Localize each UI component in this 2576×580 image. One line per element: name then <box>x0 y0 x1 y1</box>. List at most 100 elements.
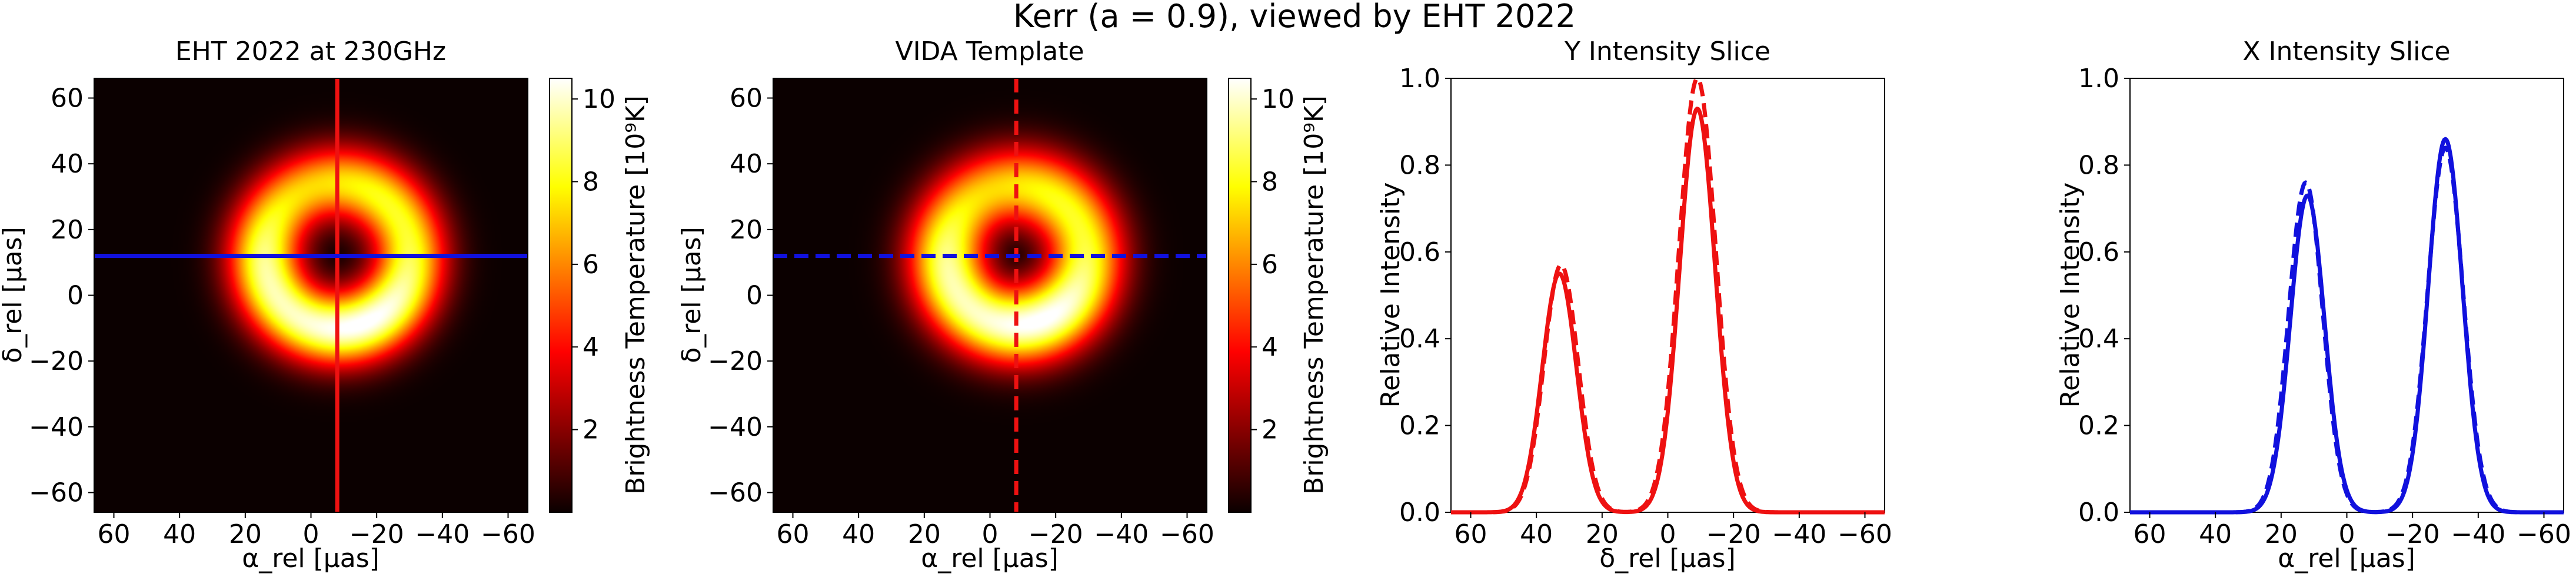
colorbar-gradient <box>549 78 573 513</box>
x-tick-label: −40 <box>1094 519 1149 549</box>
y-tick-label: 0.2 <box>2078 411 2119 441</box>
x-tick-label: −60 <box>481 519 535 549</box>
y-axis: 60 40 20 0 −20 −40 −60 <box>708 84 773 508</box>
y-tick-label: 0.0 <box>2078 498 2119 528</box>
panel-title: X Intensity Slice <box>2242 37 2450 67</box>
x-tick-label: −60 <box>2517 519 2571 549</box>
template-curve <box>1450 76 1886 515</box>
colorbar-tick-label: 8 <box>583 167 599 197</box>
heatmap-raster <box>773 78 1207 512</box>
colorbar-tick-label: 6 <box>583 250 599 280</box>
colorbar-tick-label: 10 <box>583 84 615 114</box>
y-tick-label: 60 <box>730 84 763 114</box>
x-axis: 60 40 20 0 −20 −40 −60 <box>1455 512 1892 549</box>
x-tick-label: 40 <box>1520 519 1553 549</box>
y-tick-label: 20 <box>51 215 84 245</box>
heatmap-image <box>94 78 528 512</box>
colorbar-ticks: 2 4 6 8 10 <box>1251 84 1294 445</box>
y-tick-label: −40 <box>29 412 84 442</box>
y-axis: 60 40 20 0 −20 −40 −60 <box>29 84 94 508</box>
colorbar-ticks: 2 4 6 8 10 <box>572 84 615 445</box>
figure-title: Kerr (a = 0.9), viewed by EHT 2022 <box>1013 0 1576 35</box>
y-tick-label: 1.0 <box>2078 64 2119 94</box>
y-tick-label: 0.8 <box>1399 150 1440 180</box>
y-tick-label: 0.4 <box>2078 324 2119 354</box>
colorbar: 2 4 6 8 10 Brightness Temperature [10⁹K] <box>1228 78 1329 513</box>
x-tick-label: 40 <box>163 519 196 549</box>
colorbar-tick-label: 8 <box>1262 167 1278 197</box>
x-tick-label: 0 <box>303 519 319 549</box>
x-tick-label: 0 <box>1660 519 1676 549</box>
x-axis: 60 40 20 0 −20 −40 −60 <box>2134 512 2571 549</box>
y-axis-label: Relative Intensity <box>2055 183 2085 408</box>
panel-vida-template: VIDA Template 60 40 20 0 −20 −40 −60 60 40 20 0 −2… <box>677 37 1329 574</box>
y-axis-label: δ_rel [μas] <box>677 227 707 363</box>
colorbar-gradient <box>1228 78 1252 513</box>
x-tick-label: 60 <box>1455 519 1487 549</box>
x-tick-label: 20 <box>908 519 941 549</box>
x-tick-label: −40 <box>2451 519 2505 549</box>
x-axis: 60 40 20 0 −20 −40 −60 <box>98 512 535 549</box>
y-tick-label: 40 <box>51 149 84 179</box>
y-tick-label: −60 <box>708 478 763 508</box>
x-tick-label: 20 <box>1586 519 1619 549</box>
y-tick-label: 0.8 <box>2078 150 2119 180</box>
x-tick-label: −20 <box>350 519 404 549</box>
y-tick-label: 20 <box>730 215 763 245</box>
y-axis-label: δ_rel [μas] <box>0 227 28 363</box>
x-tick-label: 0 <box>982 519 999 549</box>
y-tick-label: −20 <box>29 346 84 376</box>
colorbar-tick-label: 4 <box>583 332 599 362</box>
x-tick-label: −60 <box>1838 519 1892 549</box>
slice-curves <box>2129 137 2565 515</box>
y-tick-label: 0 <box>67 281 84 311</box>
panel-x-slice: X Intensity Slice 60 40 20 0 −20 −40 −60 0.00.… <box>2055 37 2571 574</box>
y-tick-label: 0.2 <box>1399 411 1440 441</box>
panel-title: Y Intensity Slice <box>1564 37 1770 67</box>
x-tick-label: 60 <box>2134 519 2166 549</box>
y-tick-label: 0.4 <box>1399 324 1440 354</box>
x-tick-label: −60 <box>1160 519 1214 549</box>
y-tick-label: 40 <box>730 149 763 179</box>
colorbar-tick-label: 6 <box>1262 250 1278 280</box>
y-tick-label: −40 <box>708 412 763 442</box>
y-axis: 0.0 0.2 0.4 0.6 0.8 1.0 <box>1399 64 1451 528</box>
x-axis-label: δ_rel [μas] <box>1599 543 1736 574</box>
y-tick-label: 0 <box>746 281 763 311</box>
colorbar-label: Brightness Temperature [10⁹K] <box>621 95 651 495</box>
plot-frame <box>2129 78 2564 513</box>
x-tick-label: −20 <box>1029 519 1083 549</box>
x-tick-label: 0 <box>2339 519 2355 549</box>
x-axis: 60 40 20 0 −20 −40 −60 <box>777 512 1214 549</box>
x-tick-label: 40 <box>842 519 875 549</box>
x-tick-label: −40 <box>1772 519 1826 549</box>
y-axis-label: Relative Intensity <box>1376 183 1406 408</box>
y-tick-label: −60 <box>29 478 84 508</box>
x-tick-label: −20 <box>1706 519 1761 549</box>
x-tick-label: 60 <box>98 519 131 549</box>
x-tick-label: −40 <box>415 519 470 549</box>
x-axis-label: α_rel [μas] <box>921 543 1059 574</box>
y-tick-label: 1.0 <box>1399 64 1440 94</box>
x-tick-label: 20 <box>229 519 262 549</box>
colorbar-tick-label: 2 <box>583 415 599 445</box>
y-tick-label: −20 <box>708 346 763 376</box>
y-tick-label: 60 <box>51 84 84 114</box>
y-tick-label: 0.6 <box>2078 237 2119 267</box>
colorbar-tick-label: 2 <box>1262 415 1278 445</box>
colorbar: 2 4 6 8 10 Brightness Temperature [10⁹K] <box>549 78 651 513</box>
y-tick-label: 0.6 <box>1399 237 1440 267</box>
plot-frame <box>1450 78 1885 513</box>
colorbar-label: Brightness Temperature [10⁹K] <box>1299 95 1329 495</box>
heatmap-image <box>773 78 1207 512</box>
x-tick-label: 20 <box>2265 519 2298 549</box>
x-tick-label: 60 <box>777 519 810 549</box>
panel-title: EHT 2022 at 230GHz <box>175 37 446 67</box>
y-axis: 0.0 0.2 0.4 0.6 0.8 1.0 <box>2078 64 2130 528</box>
slice-curves <box>1450 76 1886 515</box>
x-tick-label: −20 <box>2385 519 2440 549</box>
colorbar-tick-label: 10 <box>1262 84 1294 114</box>
colorbar-tick-label: 4 <box>1262 332 1278 362</box>
heatmap-raster <box>94 78 528 512</box>
